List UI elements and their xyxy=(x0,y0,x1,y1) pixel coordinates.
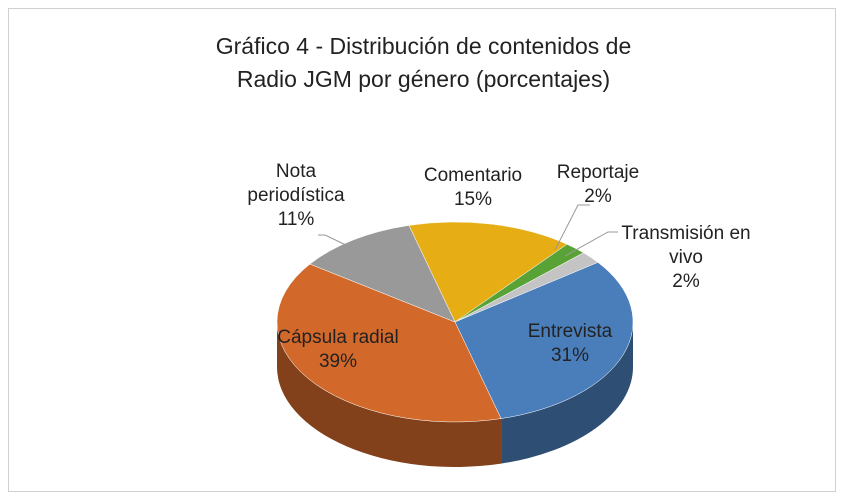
chart-title: Gráfico 4 - Distribución de contenidos d… xyxy=(215,33,632,92)
data-label: Nota periodística 11% xyxy=(231,160,361,232)
leader-line xyxy=(554,204,590,251)
data-label-value: 39% xyxy=(318,351,358,372)
data-label: Entrevista 31% xyxy=(490,320,650,368)
data-label-value: 2% xyxy=(584,186,612,207)
pie-slice xyxy=(408,221,568,323)
data-label: Transmisión en vivo 2% xyxy=(616,222,756,294)
pie-slice-side xyxy=(501,322,633,464)
chart-frame xyxy=(8,8,836,492)
data-label-category: Reportaje xyxy=(556,162,640,183)
leader-line xyxy=(318,234,349,247)
data-label-value: 15% xyxy=(453,189,493,210)
chart-title-box: Gráfico 4 - Distribución de contenidos d… xyxy=(0,30,847,96)
data-label-category: Nota periodística xyxy=(247,161,345,206)
data-label: Reportaje 2% xyxy=(538,161,658,209)
data-label-value: 11% xyxy=(277,209,315,230)
pie-slice xyxy=(309,225,456,323)
leader-line xyxy=(564,231,618,257)
data-label-category: Comentario xyxy=(423,165,523,186)
pie-slice xyxy=(276,263,502,423)
data-label-value: 31% xyxy=(550,345,590,366)
data-label: Comentario 15% xyxy=(393,164,553,212)
pie-slice xyxy=(454,262,634,419)
data-label-value: 2% xyxy=(672,271,700,292)
data-label-category: Transmisión en vivo xyxy=(621,223,751,268)
data-label-category: Cápsula radial xyxy=(277,327,399,348)
data-label: Cápsula radial 39% xyxy=(238,326,438,374)
data-label-category: Entrevista xyxy=(527,321,613,342)
pie-slice-side xyxy=(277,322,502,468)
